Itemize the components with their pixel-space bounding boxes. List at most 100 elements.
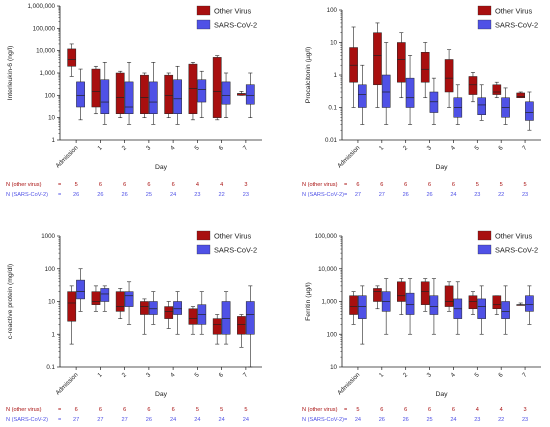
y-tick-label: 1,000 [322, 299, 338, 306]
x-tick-label: 1 [378, 371, 386, 379]
box-sars-cov-2 [477, 285, 486, 335]
box-iqr [140, 301, 149, 315]
n-row-equals: = [344, 182, 347, 188]
box-other-virus [468, 291, 478, 315]
box-iqr [245, 301, 255, 335]
x-axis-title: Day [435, 391, 448, 398]
box-iqr [173, 301, 182, 315]
y-tick-label: 100,000 [33, 25, 56, 32]
n-row-value: 6 [123, 407, 126, 413]
n-row-label: N (SARS-CoV-2) [302, 192, 344, 198]
x-tick-label: 4 [169, 371, 177, 379]
y-tick-label: 10 [330, 40, 337, 47]
x-tick-label: 1 [96, 144, 104, 152]
chart-panel-1: 1 10 100 1,000 10,000 100,000 1,000,000 Interle… [6, 3, 262, 198]
n-row-value: 4 [500, 407, 503, 413]
box-other-virus [140, 298, 149, 335]
n-row-value: 27 [97, 417, 103, 423]
n-row-value: 22 [498, 192, 504, 198]
n-row-value: 23 [474, 417, 480, 423]
n-row-equals: = [58, 407, 61, 413]
box-iqr [91, 291, 101, 305]
box-other-virus [444, 281, 454, 312]
n-row-value: 24 [219, 417, 225, 423]
n-row-value: 24 [450, 417, 456, 423]
box-sars-cov-2 [197, 70, 207, 118]
box-iqr [492, 84, 502, 95]
n-row-value: 3 [244, 182, 247, 188]
n-row-value: 23 [522, 192, 528, 198]
n-row-label: N (SARS-CoV-2) [302, 417, 344, 423]
box-iqr [373, 288, 382, 302]
n-row-value: 26 [426, 192, 432, 198]
y-tick-label: 0.1 [328, 105, 337, 112]
legend-swatch [196, 230, 211, 241]
y-tick-label: 1 [52, 137, 56, 144]
box-other-virus [91, 65, 101, 115]
n-row-value: 26 [379, 417, 385, 423]
box-other-virus [492, 81, 502, 99]
n-row-value: 24 [170, 192, 176, 198]
n-row-value: 6 [356, 182, 359, 188]
x-tick-label: 7 [521, 144, 529, 152]
x-tick-label: 1 [96, 371, 104, 379]
box-sars-cov-2 [197, 291, 207, 335]
box-iqr [91, 68, 101, 108]
x-tick-label: 2 [402, 144, 410, 152]
box-other-virus [468, 72, 478, 103]
box-other-virus [164, 72, 174, 118]
n-row-value: 25 [146, 192, 152, 198]
n-row-value: 6 [428, 182, 431, 188]
box-other-virus [67, 285, 77, 345]
box-iqr [100, 288, 110, 302]
box-sars-cov-2 [429, 77, 439, 125]
n-row-label: N (SARS-CoV-2) [6, 192, 48, 198]
box-iqr [381, 74, 391, 108]
x-tick-label: 2 [402, 371, 410, 379]
y-axis-title: Interleukin-6 (ng/l) [7, 46, 14, 101]
box-sars-cov-2 [453, 84, 463, 125]
legend-label: SARS-CoV-2 [214, 21, 257, 30]
n-row-value: 6 [452, 182, 455, 188]
x-tick-label: 5 [473, 371, 481, 379]
n-row-label: N (other virus) [302, 182, 338, 188]
box-other-virus [140, 72, 149, 118]
box-sars-cov-2 [525, 91, 534, 131]
y-tick-label: 10 [48, 115, 55, 122]
box-other-virus [420, 278, 430, 312]
n-row-label: N (other virus) [6, 182, 42, 188]
box-sars-cov-2 [405, 55, 415, 125]
x-axis-title: Day [155, 391, 168, 398]
n-row-value: 24 [170, 417, 176, 423]
x-tick-label: Admission [54, 371, 80, 397]
box-sars-cov-2 [173, 65, 182, 125]
box-iqr [212, 318, 222, 335]
box-other-virus [373, 22, 382, 108]
box-sars-cov-2 [124, 281, 134, 325]
box-iqr [124, 291, 134, 307]
box-iqr [67, 48, 77, 67]
box-iqr [405, 292, 415, 315]
x-tick-label: 7 [242, 371, 250, 379]
y-tick-label: 100 [45, 92, 56, 99]
n-row-value: 6 [147, 407, 150, 413]
box-iqr [357, 295, 367, 319]
box-other-virus [444, 49, 454, 108]
n-row-value: 26 [122, 192, 128, 198]
y-tick-label: 10 [330, 364, 337, 371]
box-iqr [468, 76, 478, 95]
box-sars-cov-2 [76, 268, 85, 312]
y-tick-label: 100 [45, 266, 56, 273]
n-row-value: 26 [73, 192, 79, 198]
n-row-value: 24 [243, 417, 249, 423]
box-iqr [76, 81, 85, 108]
box-other-virus [516, 91, 526, 99]
box-other-virus [492, 295, 502, 315]
x-axis-title: Day [155, 164, 168, 171]
box-other-virus [188, 306, 198, 335]
box-other-virus [349, 26, 358, 108]
n-row-value: 6 [147, 182, 150, 188]
legend-swatch [196, 5, 211, 16]
n-row-equals: = [58, 182, 61, 188]
box-iqr [516, 92, 526, 98]
